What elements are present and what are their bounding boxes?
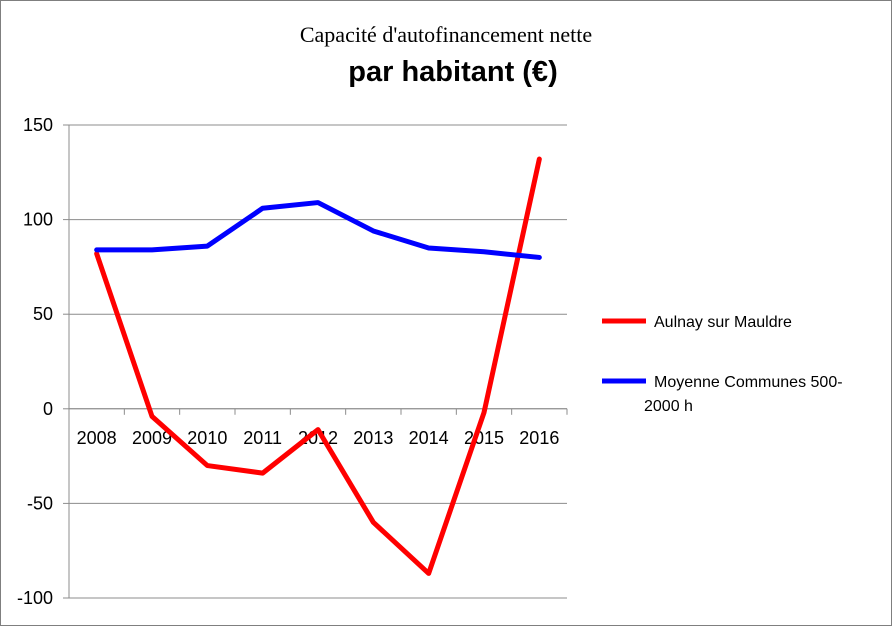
series-line [94, 156, 542, 576]
x-tick-label: 2014 [409, 428, 449, 448]
chart-title: Capacité d'autofinancement nette [299, 22, 593, 47]
x-tick-label: 2013 [353, 428, 393, 448]
x-tick-label: 2016 [519, 428, 559, 448]
y-tick-label: -50 [27, 493, 53, 513]
y-tick-label: -100 [17, 588, 53, 608]
x-tick-label: 2015 [464, 428, 504, 448]
legend-label: 2000 h [644, 398, 693, 415]
x-tick-label: 2008 [77, 428, 117, 448]
x-tick-label: 2011 [243, 428, 282, 448]
x-tick-label: 2009 [132, 428, 172, 448]
y-tick-label: 0 [43, 399, 53, 419]
y-tick-label: 100 [23, 210, 53, 230]
chart-subtitle: par habitant (€) [348, 56, 558, 88]
series-line [94, 200, 542, 260]
series-lines [94, 156, 542, 576]
gridlines [69, 124, 567, 599]
x-tick-labels: 2008 2009 2010 2011 2012 2013 2014 2015 2016 [77, 428, 560, 448]
legend-label: Moyenne Communes 500- [654, 374, 843, 391]
legend: Aulnay sur Mauldre Moyenne Communes 500- 2… [602, 314, 843, 415]
y-tick-labels: -100 -50 0 50 100 150 [17, 115, 53, 608]
y-tick-label: 50 [33, 304, 53, 324]
y-tick-label: 150 [23, 115, 53, 135]
legend-label: Aulnay sur Mauldre [654, 314, 792, 331]
axes [63, 124, 568, 599]
x-tick-label: 2010 [187, 428, 227, 448]
